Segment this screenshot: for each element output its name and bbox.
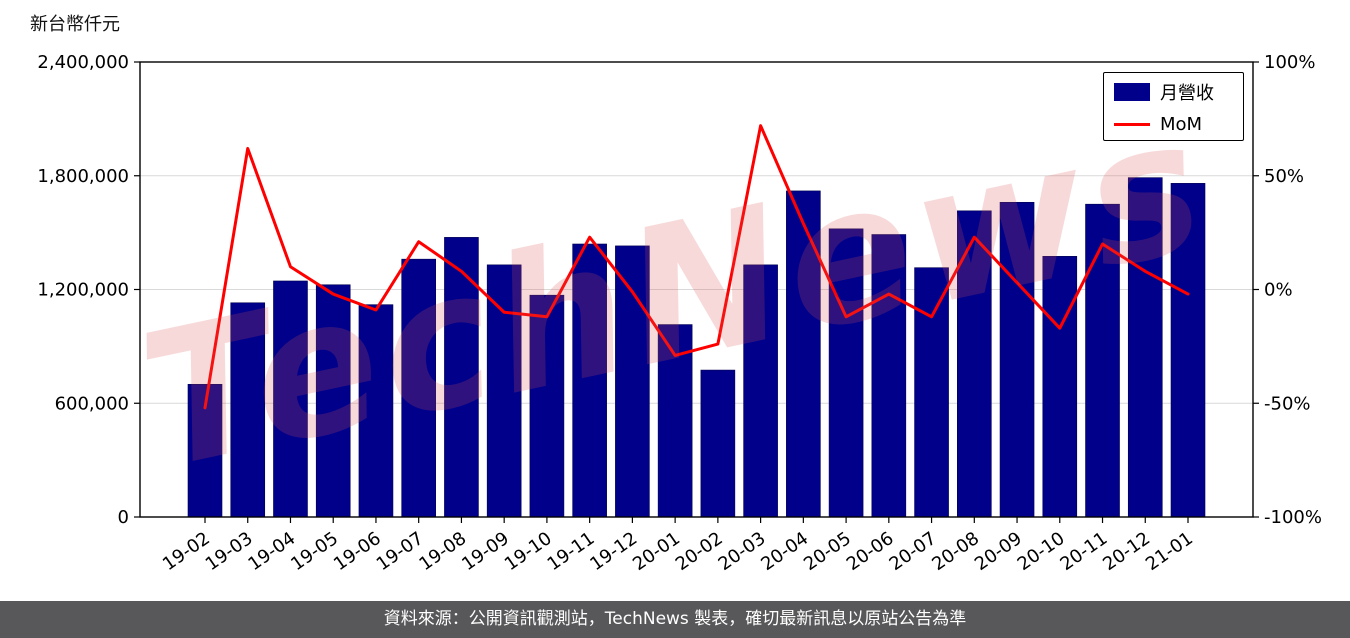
legend-line-swatch (1114, 122, 1150, 126)
revenue-bar-20-07 (914, 267, 949, 518)
revenue-bar-20-12 (1127, 177, 1163, 518)
revenue-bar-19-11 (572, 243, 607, 518)
revenue-bar-20-10 (1042, 256, 1078, 518)
left-axis-unit-label: 新台幣仟元 (30, 14, 120, 35)
revenue-bar-19-09 (486, 264, 522, 518)
x-tick-label-21-01: 21-01 (1142, 528, 1197, 575)
y-left-tick-label: 1,200,000 (37, 280, 129, 301)
x-tick-label-20-11: 20-11 (1056, 528, 1111, 575)
x-tick-label-20-09: 20-09 (971, 528, 1026, 575)
x-tick-label-20-06: 20-06 (843, 528, 898, 575)
y-right-tick-label: -50% (1264, 393, 1311, 414)
revenue-bar-19-07 (401, 258, 436, 518)
y-right-tick-label: 50% (1264, 166, 1304, 187)
x-tick-label-19-10: 19-10 (501, 528, 556, 575)
x-tick-label-20-01: 20-01 (629, 528, 684, 575)
revenue-bar-19-12 (615, 245, 650, 518)
revenue-bar-20-11 (1085, 203, 1120, 518)
x-tick-label-19-11: 19-11 (544, 528, 599, 575)
revenue-bar-19-03 (230, 302, 266, 518)
source-footer: 資料來源：公開資訊觀測站，TechNews 製表，確切最新訊息以原站公告為準 (0, 601, 1350, 638)
x-tick-label-19-12: 19-12 (586, 528, 641, 575)
revenue-bar-19-04 (273, 280, 308, 518)
x-tick-label-20-03: 20-03 (715, 528, 770, 575)
x-tick-label-19-07: 19-07 (373, 528, 428, 575)
y-left-tick-label: 600,000 (55, 393, 129, 414)
mom-line (203, 124, 1190, 410)
x-tick-label-19-03: 19-03 (202, 528, 257, 575)
revenue-bar-19-06 (358, 304, 394, 518)
y-left-tick-label: 0 (118, 507, 129, 528)
revenue-bar-20-02 (700, 369, 736, 518)
x-tick-label-20-08: 20-08 (928, 528, 983, 575)
y-left-tick-label: 1,800,000 (37, 166, 129, 187)
revenue-bar-19-10 (529, 294, 565, 518)
revenue-bar-19-08 (444, 237, 479, 518)
x-tick-label-20-10: 20-10 (1014, 528, 1069, 575)
y-left-tick-label: 2,400,000 (37, 52, 129, 73)
legend-bar-swatch (1114, 82, 1150, 101)
x-tick-label-20-05: 20-05 (800, 528, 855, 575)
x-tick-label-19-04: 19-04 (244, 528, 299, 575)
x-tick-label-19-06: 19-06 (330, 528, 385, 575)
x-tick-label-19-09: 19-09 (458, 528, 513, 575)
revenue-bar-21-01 (1170, 183, 1206, 518)
x-tick-label-19-05: 19-05 (287, 528, 342, 575)
x-tick-label-20-02: 20-02 (672, 528, 727, 575)
y-right-tick-label: -100% (1264, 507, 1322, 528)
legend: 月營收 MoM (1103, 72, 1244, 141)
y-right-tick-label: 100% (1264, 52, 1315, 73)
y-right-tick-label: 0% (1264, 280, 1293, 301)
revenue-bar-20-06 (871, 234, 907, 518)
revenue-bar-20-03 (743, 264, 778, 518)
x-tick-label-20-04: 20-04 (757, 528, 812, 575)
revenue-bar-20-04 (786, 190, 821, 518)
revenue-bar-19-05 (315, 284, 351, 518)
chart-canvas: 0 600,000 1,200,000 1,800,000 2,400,000 -100%… (37, 52, 1322, 575)
legend-item-mom: MoM (1114, 114, 1233, 135)
legend-label-revenue: 月營收 (1160, 82, 1214, 104)
revenue-bar-20-05 (828, 228, 864, 518)
x-tick-label-19-02: 19-02 (159, 528, 214, 575)
x-tick-label-19-08: 19-08 (415, 528, 470, 575)
legend-label-mom: MoM (1160, 113, 1203, 135)
legend-item-revenue: 月營收 (1114, 79, 1233, 105)
x-tick-label-20-12: 20-12 (1099, 528, 1154, 575)
revenue-bar-20-08 (957, 210, 992, 518)
revenue-bar-20-09 (999, 201, 1035, 518)
x-tick-label-20-07: 20-07 (886, 528, 941, 575)
